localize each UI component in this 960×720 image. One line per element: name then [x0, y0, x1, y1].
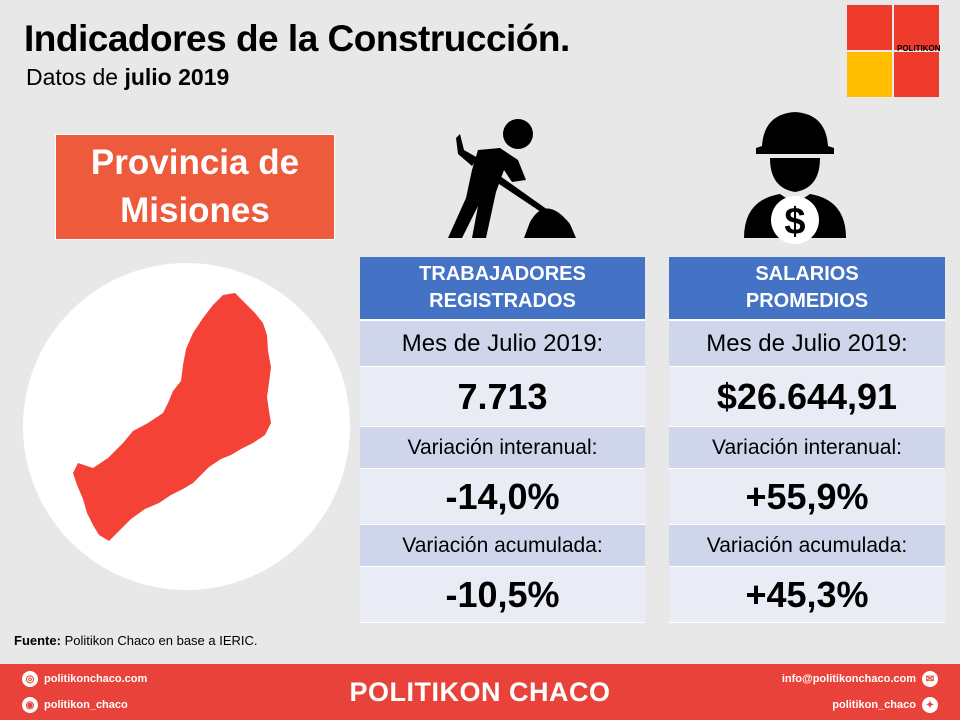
footer-bar: ◎ politikonchaco.com ◉ politikon_chaco P…	[0, 664, 960, 720]
logo-text: POLITIKON	[897, 44, 941, 53]
month-label: Mes de Julio 2019:	[669, 321, 945, 367]
province-line1: Provincia de	[90, 143, 300, 182]
province-line2: Misiones	[120, 191, 270, 230]
footer-twitter-text: politikon_chaco	[832, 699, 916, 711]
ytd-label: Variación acumulada:	[360, 525, 645, 567]
yoy-value: +55,9%	[669, 469, 945, 525]
card-header-line1: SALARIOS	[755, 263, 859, 285]
logo-square-red-1	[847, 5, 892, 50]
card-header: TRABAJADORES REGISTRADOS	[360, 257, 645, 321]
footer-website[interactable]: ◎ politikonchaco.com	[22, 671, 147, 687]
month-value: $26.644,91	[669, 367, 945, 427]
month-label: Mes de Julio 2019:	[360, 321, 645, 367]
footer-email-text: info@politikonchaco.com	[781, 673, 916, 685]
svg-text:$: $	[784, 201, 805, 243]
worker-helmet-dollar-icon: $	[744, 112, 846, 244]
card-header: SALARIOS PROMEDIOS	[669, 257, 945, 321]
footer-twitter[interactable]: politikon_chaco ✦	[832, 697, 938, 713]
logo-square-red-3	[894, 52, 939, 97]
twitter-icon: ✦	[922, 697, 938, 713]
yoy-value: -14,0%	[360, 469, 645, 525]
footer-instagram[interactable]: ◉ politikon_chaco	[22, 697, 128, 713]
yoy-label: Variación interanual:	[360, 427, 645, 469]
month-value: 7.713	[360, 367, 645, 427]
card-header-line2: REGISTRADOS	[429, 290, 576, 312]
card-salarios: SALARIOS PROMEDIOS Mes de Julio 2019: $2…	[669, 257, 945, 623]
page-subtitle: Datos de julio 2019	[26, 64, 229, 91]
logo-square-yellow	[847, 52, 892, 97]
source-label: Fuente:	[14, 633, 61, 648]
logo-square-red-2	[894, 5, 939, 50]
footer-website-text: politikonchaco.com	[44, 673, 148, 685]
ytd-value: +45,3%	[669, 567, 945, 623]
source-text: Politikon Chaco en base a IERIC.	[64, 633, 258, 648]
ytd-value: -10,5%	[360, 567, 645, 623]
mail-icon: ✉	[922, 671, 938, 687]
footer-instagram-text: politikon_chaco	[44, 699, 128, 711]
politikon-logo: POLITIKON	[847, 5, 941, 97]
yoy-label: Variación interanual:	[669, 427, 945, 469]
province-label: Provincia de Misiones	[55, 134, 335, 240]
footer-email[interactable]: info@politikonchaco.com ✉	[782, 671, 938, 687]
misiones-map-icon	[73, 293, 271, 541]
ytd-label: Variación acumulada:	[669, 525, 945, 567]
card-header-line1: TRABAJADORES	[419, 263, 586, 285]
card-trabajadores: TRABAJADORES REGISTRADOS Mes de Julio 20…	[360, 257, 645, 623]
subtitle-date: julio 2019	[124, 64, 230, 90]
footer-brand: POLITIKON CHACO	[349, 677, 611, 707]
source-note: Fuente: Politikon Chaco en base a IERIC.	[14, 633, 258, 648]
globe-icon: ◎	[22, 671, 38, 687]
construction-worker-shoveling-icon	[448, 119, 576, 238]
instagram-icon: ◉	[22, 697, 38, 713]
card-header-line2: PROMEDIOS	[745, 290, 869, 312]
page-title: Indicadores de la Construcción.	[24, 18, 570, 59]
subtitle-prefix: Datos de	[26, 64, 119, 90]
